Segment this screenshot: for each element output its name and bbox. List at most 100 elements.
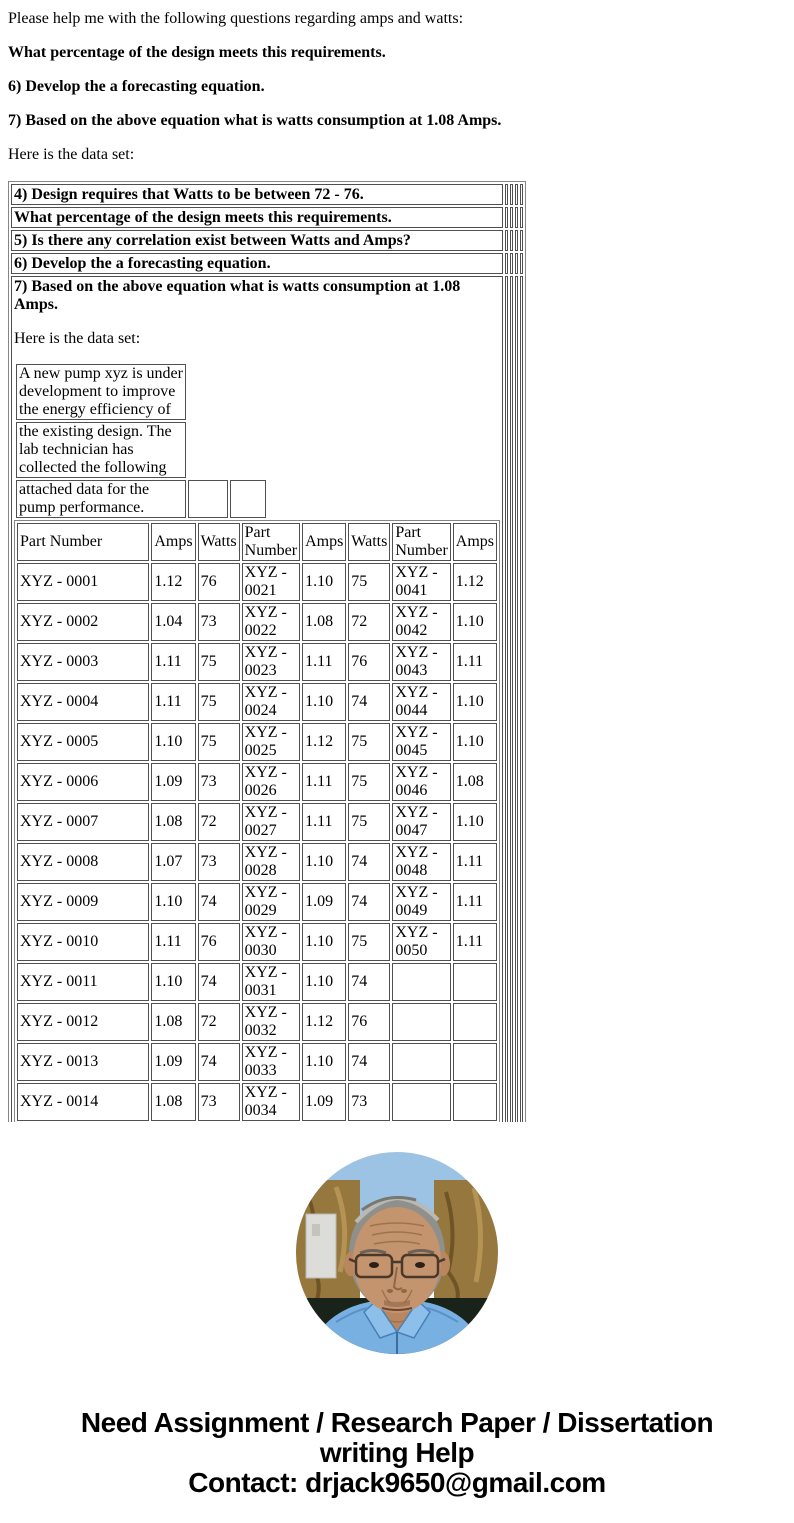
table-cell: 1.11 — [452, 843, 497, 881]
question-percentage: What percentage of the design meets this… — [8, 44, 386, 61]
table-cell: 75 — [348, 563, 391, 601]
table-cell: 75 — [348, 923, 391, 961]
table-row: XYZ - 0003 1.11 75 XYZ - 0023 1.11 76 XYZ - 00… — [17, 643, 497, 681]
table-cell: 1.07 — [151, 843, 196, 881]
tutor-portrait-photo — [296, 1152, 498, 1354]
table-cell: 1.10 — [452, 603, 497, 641]
pump-note-table: A new pump xyz is under development to i… — [14, 362, 268, 520]
table-cell: XYZ - 0009 — [17, 883, 150, 921]
table-cell: 1.04 — [151, 603, 196, 641]
column-header: Watts — [348, 523, 391, 561]
table-cell: XYZ - 0003 — [17, 643, 150, 681]
table-row: XYZ - 0005 1.10 75 XYZ - 0025 1.12 75 XYZ - 00… — [17, 723, 497, 761]
table-cell — [392, 1083, 451, 1121]
table-cell: 1.09 — [302, 883, 347, 921]
table-cell: 73 — [197, 843, 240, 881]
question-cell: 6) Develop the a forecasting equation. — [11, 253, 503, 274]
table-cell: 1.11 — [452, 883, 497, 921]
note-cell: attached data for the pump performance. — [16, 480, 186, 518]
table-cell: 75 — [348, 763, 391, 801]
intro-paragraph: Please help me with the following questi… — [8, 10, 464, 27]
table-cell: 1.10 — [302, 1043, 347, 1081]
empty-cell — [510, 253, 513, 274]
table-cell: 1.10 — [452, 723, 497, 761]
table-cell: XYZ - 0006 — [17, 763, 150, 801]
table-cell — [392, 1043, 451, 1081]
question-cell: 5) Is there any correlation exist betwee… — [11, 230, 503, 251]
table-cell: 1.10 — [302, 683, 347, 721]
column-header: Amps — [151, 523, 196, 561]
table-row: XYZ - 0008 1.07 73 XYZ - 0028 1.10 74 XYZ - 00… — [17, 843, 497, 881]
table-cell: 1.10 — [151, 723, 196, 761]
column-header: Part Number — [17, 523, 150, 561]
empty-cell — [510, 230, 513, 251]
banner-contact-email: Contact: drjack9650@gmail.com — [188, 1467, 606, 1498]
table-cell — [452, 1083, 497, 1121]
banner-line: writing Help — [319, 1437, 475, 1468]
table-row: XYZ - 0010 1.11 76 XYZ - 0030 1.10 75 XYZ - 00… — [17, 923, 497, 961]
table-cell: XYZ - 0047 — [392, 803, 451, 841]
table-cell: 1.08 — [151, 803, 196, 841]
tutor-photo-section — [8, 1152, 786, 1354]
table-row: XYZ - 0013 1.09 74 XYZ - 0033 1.10 74 — [17, 1043, 497, 1081]
table-cell: XYZ - 0032 — [241, 1003, 301, 1041]
table-cell: 74 — [197, 883, 240, 921]
data-set-label: Here is the data set: — [8, 146, 135, 163]
table-cell: XYZ - 0007 — [17, 803, 150, 841]
table-cell: XYZ - 0027 — [241, 803, 301, 841]
table-cell: 1.11 — [302, 803, 347, 841]
data-table-header-row: Part Number Amps Watts Part Number Amps … — [17, 523, 497, 561]
question-6: 6) Develop the a forecasting equation. — [8, 78, 265, 95]
table-cell: 74 — [197, 963, 240, 1001]
table-cell: 1.11 — [151, 923, 196, 961]
table-cell: 75 — [348, 723, 391, 761]
table-cell: 1.10 — [302, 923, 347, 961]
pump-data-table: Part Number Amps Watts Part Number Amps … — [14, 520, 500, 1122]
table-cell: 74 — [197, 1043, 240, 1081]
question-cell: What percentage of the design meets this… — [11, 207, 503, 228]
table-cell: XYZ - 0002 — [17, 603, 150, 641]
empty-cell — [510, 207, 513, 228]
empty-cell — [230, 480, 266, 518]
table-cell: 1.12 — [452, 563, 497, 601]
table-cell: 75 — [197, 643, 240, 681]
table-cell: XYZ - 0022 — [241, 603, 301, 641]
table-cell — [452, 1003, 497, 1041]
empty-cell — [505, 184, 508, 205]
table-cell: 76 — [348, 643, 391, 681]
empty-cell — [510, 184, 513, 205]
table-cell: XYZ - 0021 — [241, 563, 301, 601]
table-cell: 1.11 — [151, 683, 196, 721]
column-header: Amps — [302, 523, 347, 561]
data-set-label: Here is the data set: — [14, 330, 141, 347]
banner-line: Need Assignment / Research Paper / Disse… — [80, 1407, 714, 1438]
table-cell: XYZ - 0010 — [17, 923, 150, 961]
table-cell: XYZ - 0014 — [17, 1083, 150, 1121]
contact-banner: Need Assignment / Research Paper / Disse… — [8, 1408, 786, 1498]
table-cell: 1.09 — [151, 763, 196, 801]
table-cell: XYZ - 0048 — [392, 843, 451, 881]
table-cell: 1.10 — [302, 963, 347, 1001]
table-cell: 73 — [348, 1083, 391, 1121]
empty-cell — [520, 253, 523, 274]
table-cell: 1.11 — [302, 643, 347, 681]
table-cell: 1.11 — [452, 643, 497, 681]
table-cell: 72 — [197, 803, 240, 841]
table-cell: 74 — [348, 843, 391, 881]
table-cell: 1.10 — [151, 963, 196, 1001]
table-cell: XYZ - 0011 — [17, 963, 150, 1001]
table-cell: XYZ - 0044 — [392, 683, 451, 721]
note-row: attached data for the pump performance. — [16, 480, 266, 518]
table-cell: 1.10 — [302, 563, 347, 601]
table-row: XYZ - 0012 1.08 72 XYZ - 0032 1.12 76 — [17, 1003, 497, 1041]
intro-section: Please help me with the following questi… — [8, 10, 786, 164]
table-cell: 72 — [348, 603, 391, 641]
table-cell: 1.10 — [452, 683, 497, 721]
data-table-body: XYZ - 0001 1.12 76 XYZ - 0021 1.10 75 XYZ - 00… — [17, 563, 497, 1122]
table-cell: XYZ - 0013 — [17, 1043, 150, 1081]
note-cell: the existing design. The lab technician … — [16, 422, 186, 478]
table-cell: 74 — [348, 1043, 391, 1081]
table-cell: XYZ - 0001 — [17, 563, 150, 601]
question-row: 5) Is there any correlation exist betwee… — [11, 230, 523, 251]
empty-cell — [505, 207, 508, 228]
